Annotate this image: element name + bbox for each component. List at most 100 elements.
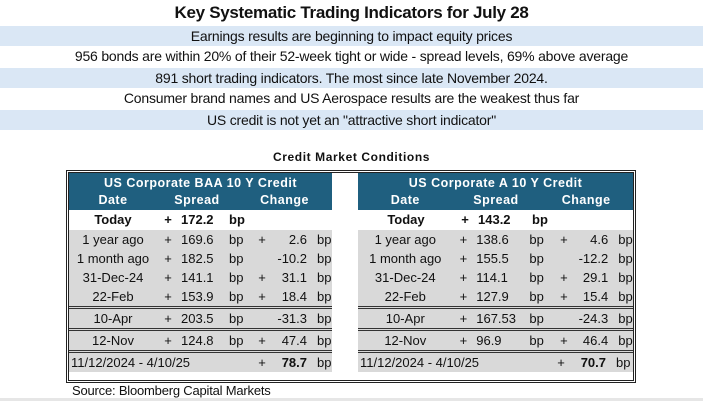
banner-line: 956 bonds are within 20% of their 52-wee… [0, 46, 703, 67]
change-value: 78.7 [281, 355, 307, 370]
credit-market-tables: US Corporate BAA 10 Y Credit Date Spread… [66, 170, 636, 383]
bottom-divider [0, 398, 703, 401]
plus-sign: + [461, 212, 469, 227]
row-date: 1 month ago [76, 251, 150, 266]
change-sign [253, 309, 271, 328]
spread-value: 172.2 [181, 212, 214, 227]
column-headers: Date Spread Change [358, 192, 633, 210]
change-sign [555, 249, 573, 268]
plus-sign: + [459, 289, 468, 304]
change-unit: bp [317, 355, 332, 370]
spread-unit: bp [229, 232, 244, 247]
spread-value: 153.9 [181, 289, 214, 304]
a-credit-table: US Corporate A 10 Y Credit Date Spread C… [358, 173, 633, 372]
spread-unit: bp [532, 212, 548, 227]
change-sign [555, 309, 573, 328]
header-change: Change [260, 193, 309, 207]
spread-value: 143.2 [478, 212, 511, 227]
plus-sign: + [164, 212, 172, 227]
spread-unit: bp [229, 212, 245, 227]
table-row: 1 month ago + 155.5 bp -12.2 bp [358, 249, 633, 268]
change-value: 2.6 [288, 232, 307, 247]
row-date: 22-Feb [384, 289, 426, 304]
row-date: 1 year ago [374, 232, 436, 247]
change-unit: bp [317, 333, 332, 348]
table-header: US Corporate A 10 Y Credit Date Spread C… [358, 173, 633, 210]
plus-sign: + [459, 270, 468, 285]
header-date: Date [390, 193, 420, 207]
table-title: US Corporate BAA 10 Y Credit [104, 176, 297, 190]
change-value: 4.6 [590, 232, 609, 247]
spread-value: 155.5 [476, 251, 509, 266]
range-label: 11/12/2024 - 4/10/25 [71, 355, 191, 370]
table-row: 31-Dec-24 + 114.1 bp + 29.1 bp [358, 268, 633, 287]
spread-value: 138.6 [476, 232, 509, 247]
change-unit: bp [618, 311, 633, 326]
row-date: Today [94, 212, 132, 227]
table-row: 12-Nov + 124.8 bp + 47.4 bp [69, 328, 332, 350]
spread-unit: bp [229, 251, 244, 266]
table-title: US Corporate A 10 Y Credit [408, 176, 583, 190]
change-value: -24.3 [578, 311, 609, 326]
table-row: 1 year ago + 138.6 bp + 4.6 bp [358, 230, 633, 249]
plus-sign: + [164, 311, 172, 326]
table-row-range: 11/12/2024 - 4/10/25 + 70.7 bp [358, 350, 633, 372]
header-date: Date [98, 193, 128, 207]
plus-sign: + [164, 251, 172, 266]
header-change: Change [561, 193, 611, 207]
spread-unit: bp [229, 270, 244, 285]
section-title: Credit Market Conditions [272, 150, 431, 164]
spread-value: 167.53 [476, 311, 516, 326]
table-row: 31-Dec-24 + 141.1 bp + 31.1 bp [69, 268, 332, 287]
spread-value: 141.1 [181, 270, 214, 285]
row-date: 31-Dec-24 [82, 270, 144, 285]
header-spread: Spread [473, 193, 519, 207]
change-value: 18.4 [281, 289, 307, 304]
change-unit: bp [618, 289, 633, 304]
row-date: 12-Nov [92, 333, 134, 348]
spread-unit: bp [529, 232, 544, 247]
change-unit: bp [616, 355, 631, 370]
plus-sign: + [164, 232, 172, 247]
banner-line: US credit is not yet an "attractive shor… [0, 109, 703, 130]
change-unit: bp [618, 270, 633, 285]
change-unit: bp [317, 311, 332, 326]
spread-unit: bp [529, 333, 544, 348]
change-unit: bp [618, 333, 633, 348]
spread-value: 182.5 [181, 251, 214, 266]
row-date: 22-Feb [92, 289, 134, 304]
change-value: 70.7 [580, 355, 606, 370]
change-value: 46.4 [582, 333, 609, 348]
change-sign: + [258, 333, 266, 348]
plus-sign: + [459, 251, 468, 266]
row-date: 10-Apr [385, 311, 425, 326]
source-note: Source: Bloomberg Capital Markets [72, 383, 271, 398]
change-value: -12.2 [578, 251, 609, 266]
row-date: 1 month ago [369, 251, 442, 266]
row-date: Today [387, 212, 425, 227]
table-row: 12-Nov + 96.9 bp + 46.4 bp [358, 328, 633, 350]
change-unit: bp [317, 251, 332, 266]
change-sign: + [560, 333, 568, 348]
change-sign [253, 249, 271, 268]
spread-value: 114.1 [476, 270, 508, 285]
table-gap [332, 173, 358, 380]
spread-value: 124.8 [181, 333, 214, 348]
spread-unit: bp [529, 270, 544, 285]
plus-sign: + [164, 270, 172, 285]
change-sign: + [557, 355, 565, 370]
table-row-today: Today + 172.2 bp [69, 210, 332, 230]
change-value: 47.4 [281, 333, 307, 348]
spread-value: 203.5 [181, 311, 214, 326]
change-value: -10.2 [277, 251, 307, 266]
row-date: 12-Nov [384, 333, 427, 348]
change-unit: bp [618, 232, 633, 247]
change-unit: bp [317, 232, 332, 247]
banner-line: Consumer brand names and US Aerospace re… [0, 88, 703, 109]
plus-sign: + [164, 333, 172, 348]
row-date: 1 year ago [82, 232, 144, 247]
key-indicators-banner: Key Systematic Trading Indicators for Ju… [0, 0, 703, 130]
change-sign: + [560, 232, 568, 247]
spread-value: 96.9 [476, 333, 502, 348]
table-row: 22-Feb + 153.9 bp + 18.4 bp [69, 287, 332, 306]
